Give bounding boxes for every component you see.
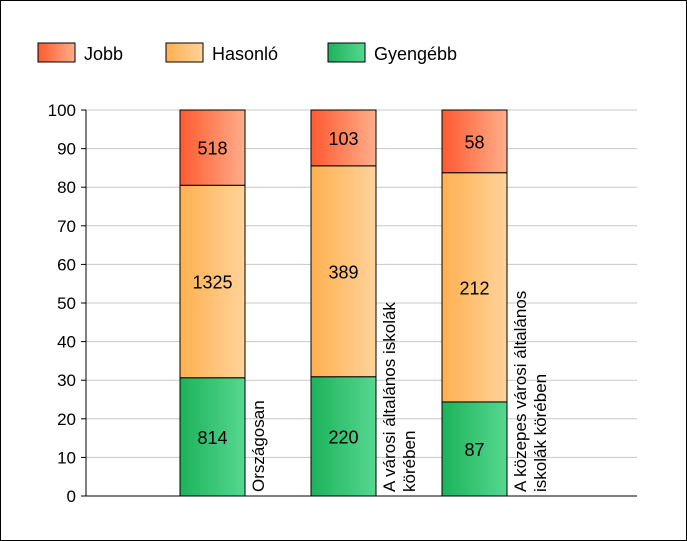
data-label-hasonl-0: 1325 <box>192 272 232 292</box>
y-tick-label-20: 20 <box>57 410 76 429</box>
data-label-jobb-0: 518 <box>197 139 227 159</box>
legend: Jobb Hasonló Gyengébb <box>37 42 457 64</box>
category-labels: Országosan A városi általános iskolák köré… <box>249 291 550 492</box>
bar-segment-gyeng-bb-1 <box>310 376 377 497</box>
category-label-2-line-0: A közepes városi általános <box>511 291 530 492</box>
bar-segment-hasonl-1 <box>310 165 377 378</box>
y-tick-label-0: 0 <box>67 487 76 506</box>
y-tick-label-10: 10 <box>57 448 76 467</box>
legend-label-gyeng-bb: Gyengébb <box>374 44 457 64</box>
bar-segment-jobb-2 <box>441 109 508 174</box>
legend-swatch-gyeng-bb <box>327 42 366 63</box>
y-tick-label-50: 50 <box>57 294 76 313</box>
legend-label-hasonl: Hasonló <box>212 44 278 64</box>
y-tick-label-70: 70 <box>57 217 76 236</box>
bars: 814 1325 518 220 389 103 87 212 58 <box>179 109 508 497</box>
category-label-1-line-0: A városi általános iskolák <box>380 302 399 492</box>
category-label-1-line-1: körében <box>400 431 419 492</box>
y-tick-label-40: 40 <box>57 333 76 352</box>
legend-swatch-jobb <box>37 42 76 63</box>
bar-segment-jobb-0 <box>179 109 246 186</box>
category-label-0-line-0: Országosan <box>249 400 268 492</box>
data-label-jobb-2: 58 <box>464 132 484 152</box>
data-label-gyeng-bb-0: 814 <box>197 428 227 448</box>
legend-label-jobb: Jobb <box>84 44 123 64</box>
category-label-2-line-1: iskolák körében <box>531 374 550 492</box>
y-tick-label-30: 30 <box>57 371 76 390</box>
bar-segment-hasonl-2 <box>441 172 508 403</box>
data-label-gyeng-bb-2: 87 <box>464 440 484 460</box>
data-label-hasonl-2: 212 <box>459 278 489 298</box>
y-tick-label-80: 80 <box>57 178 76 197</box>
data-label-jobb-1: 103 <box>328 129 358 149</box>
y-tick-label-60: 60 <box>57 255 76 274</box>
data-label-gyeng-bb-1: 220 <box>328 427 358 447</box>
y-tick-label-100: 100 <box>48 101 76 120</box>
bar-segment-jobb-1 <box>310 109 377 167</box>
y-tick-label-90: 90 <box>57 140 76 159</box>
bar-segment-hasonl-0 <box>179 184 246 379</box>
y-axis: 0 10 20 30 40 50 60 70 80 90 100 <box>48 101 87 506</box>
legend-swatch-hasonl <box>165 42 204 63</box>
data-label-hasonl-1: 389 <box>328 262 358 282</box>
